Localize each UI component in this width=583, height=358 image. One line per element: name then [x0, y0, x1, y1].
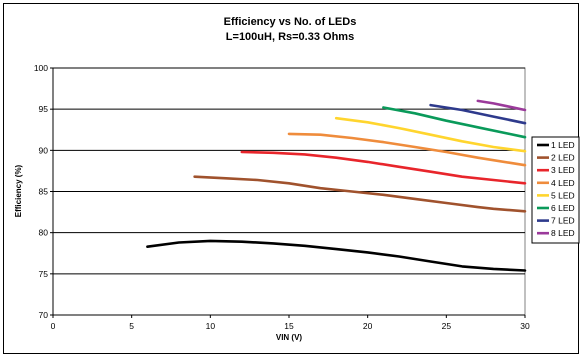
y-tick-90: 90 — [39, 145, 49, 155]
x-tick-30: 30 — [520, 321, 530, 331]
series-lines — [146, 99, 527, 272]
x-tick-0: 0 — [51, 321, 56, 331]
grid-lines — [53, 67, 525, 275]
legend-label-7: 7 LED — [551, 216, 575, 226]
axes — [50, 67, 526, 318]
y-tick-80: 80 — [39, 228, 49, 238]
x-axis-title: VIN (V) — [276, 333, 303, 342]
x-tick-25: 25 — [442, 321, 452, 331]
x-tick-10: 10 — [206, 321, 216, 331]
y-tick-95: 95 — [39, 104, 49, 114]
legend-label-4: 4 LED — [551, 178, 575, 188]
legend-label-2: 2 LED — [551, 153, 575, 163]
chart-title: Efficiency vs No. of LEDs — [224, 16, 357, 28]
legend-box — [531, 136, 580, 244]
x-tick-20: 20 — [363, 321, 373, 331]
legend: 1 LED 2 LED 3 LED 4 LED 5 LED 6 LED 7 LED 8 LED — [531, 136, 580, 244]
series-line-3-led — [240, 150, 527, 185]
y-tick-85: 85 — [39, 187, 49, 197]
legend-label-5: 5 LED — [551, 190, 575, 200]
legend-label-1: 1 LED — [551, 140, 575, 150]
series-line-2-led — [193, 175, 527, 213]
series-line-6-led — [382, 106, 527, 139]
y-axis-title: Efficiency (%) — [14, 164, 23, 217]
chart-subtitle: L=100uH, Rs=0.33 Ohms — [226, 31, 354, 43]
series-line-5-led — [334, 116, 527, 153]
x-tick-15: 15 — [284, 321, 294, 331]
x-tick-labels: 0 5 10 15 20 25 30 — [51, 321, 530, 331]
y-tick-100: 100 — [34, 63, 48, 73]
y-tick-labels: 70 75 80 85 90 95 100 — [34, 63, 48, 320]
x-tick-5: 5 — [129, 321, 134, 331]
series-line-7-led — [429, 103, 527, 125]
series-line-4-led — [287, 132, 527, 167]
legend-label-6: 6 LED — [551, 203, 575, 213]
series-line-1-led — [146, 239, 527, 272]
series-line-8-led — [476, 99, 527, 112]
legend-label-3: 3 LED — [551, 165, 575, 175]
y-tick-75: 75 — [39, 269, 49, 279]
y-tick-70: 70 — [39, 310, 49, 320]
legend-label-8: 8 LED — [551, 228, 575, 238]
